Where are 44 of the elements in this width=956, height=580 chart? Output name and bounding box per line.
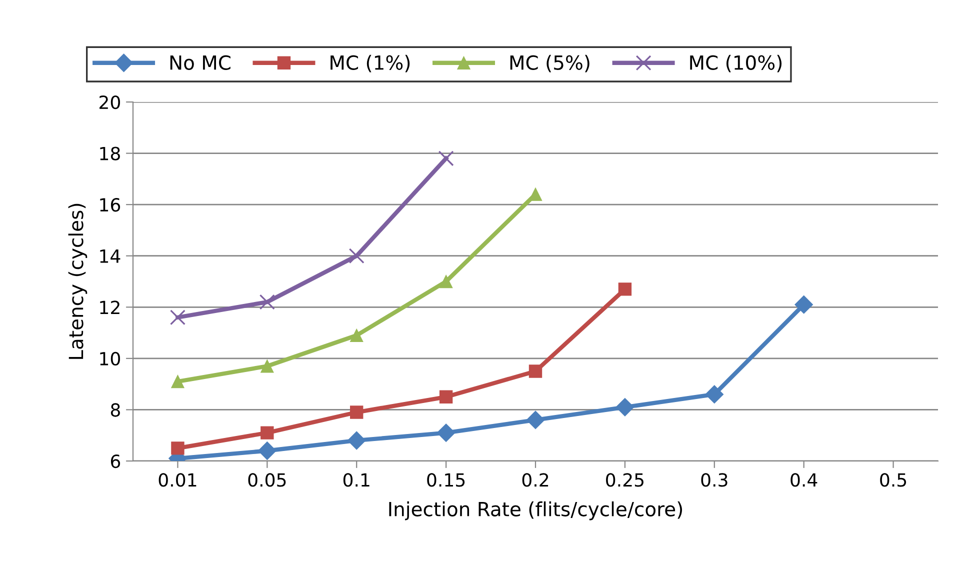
point <box>618 282 632 296</box>
point <box>438 150 454 166</box>
point <box>258 442 276 460</box>
x-tick-label: 0.4 <box>790 473 818 487</box>
x-tick-label: 0.5 <box>880 473 906 487</box>
legend-label: No MC <box>170 55 230 70</box>
x-tick-label: 0.01 <box>158 473 196 487</box>
point <box>171 442 184 455</box>
point <box>260 426 274 440</box>
point <box>616 398 634 416</box>
point <box>260 360 274 373</box>
x-tick-label: 0.1 <box>343 473 370 487</box>
y-tick-label: 18 <box>100 146 120 160</box>
x-tick-label: 0.15 <box>427 473 465 487</box>
point <box>439 390 453 404</box>
point <box>170 310 186 326</box>
point <box>705 385 724 404</box>
point <box>350 328 364 342</box>
x-axis-title: Injection Rate (flits/cycle/core) <box>389 501 682 520</box>
legend-label: MC (1%) <box>330 54 410 72</box>
point <box>794 295 814 314</box>
x-tick-label: 0.05 <box>248 473 286 487</box>
y-tick-label: 20 <box>100 95 120 110</box>
point <box>171 374 184 388</box>
y-tick-label: 6 <box>110 454 120 468</box>
y-tick-label: 14 <box>100 250 120 263</box>
legend-label: MC (5%) <box>510 54 590 72</box>
point <box>526 410 545 430</box>
point <box>436 424 456 442</box>
y-tick-label: 10 <box>100 352 120 366</box>
point <box>259 294 275 310</box>
y-tick-label: 12 <box>100 300 120 314</box>
point <box>350 406 364 419</box>
point <box>347 431 366 450</box>
y-tick-label: 16 <box>100 198 120 212</box>
point <box>528 364 542 378</box>
point <box>439 274 453 288</box>
x-tick-label: 0.25 <box>606 473 644 487</box>
x-tick-label: 0.2 <box>522 473 548 487</box>
y-axis-title: Latency (cycles) <box>68 204 88 359</box>
x-tick-label: 0.3 <box>701 473 728 487</box>
point <box>348 248 364 264</box>
y-tick-label: 8 <box>110 403 120 417</box>
legend-label: MC (10%) <box>690 54 782 72</box>
